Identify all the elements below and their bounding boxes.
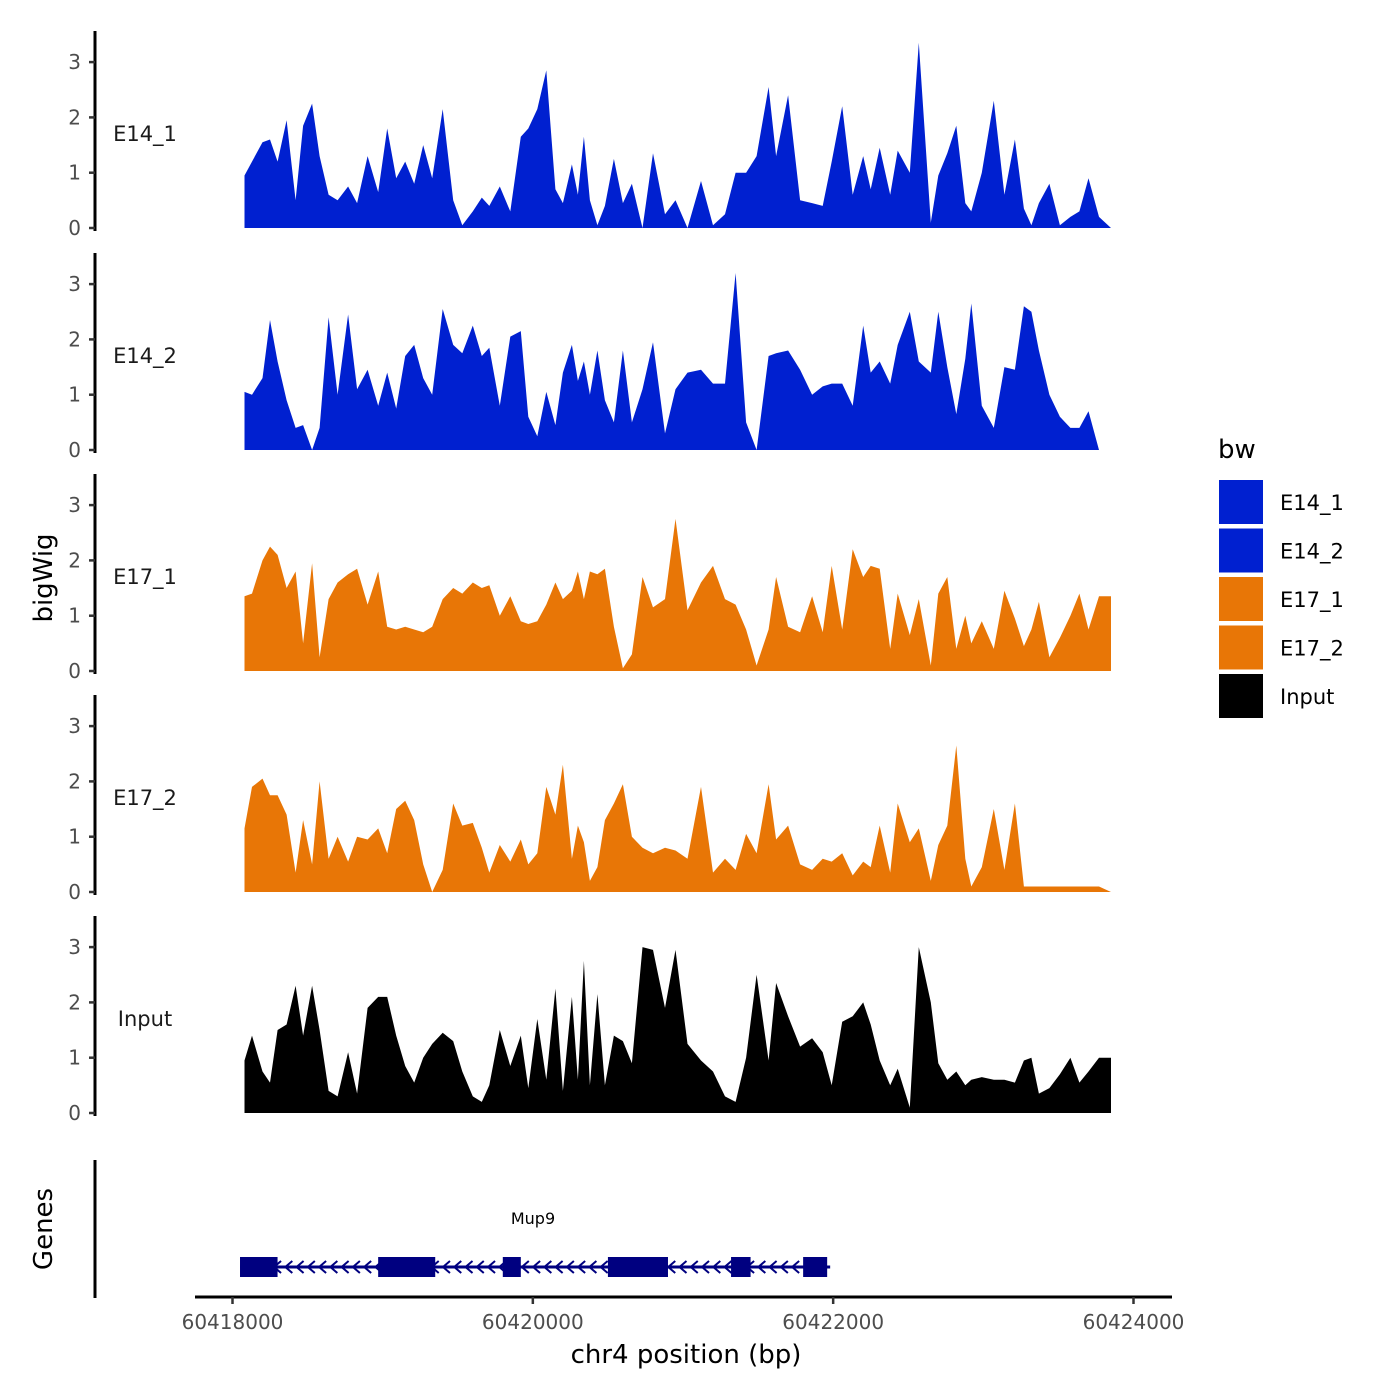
legend-item-e17-1: E17_1 bbox=[1219, 577, 1344, 621]
strand-arrow bbox=[475, 1260, 485, 1274]
y-tick-label: 3 bbox=[68, 935, 81, 959]
gene-exon bbox=[502, 1257, 521, 1277]
strand-arrow bbox=[700, 1260, 710, 1274]
legend-label: E14_1 bbox=[1280, 491, 1344, 516]
y-tick-label: 2 bbox=[68, 105, 81, 129]
strand-arrow bbox=[340, 1260, 350, 1274]
legend-swatch bbox=[1219, 528, 1263, 573]
y-tick-label: 1 bbox=[68, 1046, 81, 1070]
track-label: E14_1 bbox=[113, 122, 177, 147]
strand-arrow bbox=[599, 1260, 609, 1274]
series-area-e14-1 bbox=[244, 42, 1111, 229]
x-tick-label: 60422000 bbox=[782, 1310, 884, 1334]
track-label: E14_2 bbox=[113, 344, 177, 369]
gene-exon bbox=[378, 1257, 436, 1277]
strand-arrow bbox=[677, 1260, 688, 1274]
series-area-input bbox=[244, 947, 1111, 1113]
legend-label: E17_1 bbox=[1280, 588, 1344, 613]
x-tick-label: 60420000 bbox=[482, 1310, 584, 1334]
strand-arrow bbox=[520, 1260, 530, 1274]
strand-arrow bbox=[565, 1260, 575, 1274]
x-axis-title: chr4 position (bp) bbox=[571, 1340, 802, 1370]
series-area-e17-1 bbox=[244, 518, 1111, 671]
strand-arrow bbox=[768, 1260, 778, 1274]
y-tick-label: 0 bbox=[68, 216, 81, 240]
strand-arrow bbox=[306, 1260, 316, 1274]
strand-arrow bbox=[317, 1260, 327, 1274]
strand-arrow bbox=[587, 1260, 598, 1274]
y-tick-label: 1 bbox=[68, 383, 81, 407]
track-e17-1: 0 1 2 3 E17_1 bbox=[68, 474, 1111, 683]
gene-exon bbox=[731, 1257, 751, 1277]
legend-swatch bbox=[1219, 674, 1263, 718]
strand-arrow bbox=[554, 1260, 564, 1274]
series-area-e14-2 bbox=[244, 273, 1111, 450]
y-tick-label: 0 bbox=[68, 1101, 81, 1125]
legend-item-e17-2: E17_2 bbox=[1219, 625, 1344, 670]
strand-arrow bbox=[542, 1260, 552, 1274]
legend-swatch bbox=[1219, 625, 1263, 670]
y-axis-title: bigWig bbox=[29, 533, 59, 622]
strand-arrow bbox=[441, 1260, 451, 1274]
strand-arrow bbox=[531, 1260, 541, 1274]
legend-label: E17_2 bbox=[1280, 637, 1344, 662]
track-input: 0 1 2 3 Input bbox=[68, 916, 1111, 1125]
strand-arrow bbox=[711, 1260, 721, 1274]
strand-arrow bbox=[666, 1260, 676, 1274]
series-area-e17-2 bbox=[244, 745, 1111, 892]
y-tick-label: 0 bbox=[68, 659, 81, 683]
y-tick-label: 2 bbox=[68, 548, 81, 572]
track-e17-2: 0 1 2 3 E17_2 bbox=[68, 695, 1111, 904]
strand-arrow bbox=[756, 1260, 766, 1274]
strand-arrow bbox=[689, 1260, 699, 1274]
y-tick-label: 3 bbox=[68, 50, 81, 74]
y-tick-label: 3 bbox=[68, 272, 81, 296]
strand-arrow bbox=[790, 1260, 800, 1274]
legend-label: E14_2 bbox=[1280, 540, 1344, 565]
track-label: Input bbox=[118, 1007, 172, 1031]
strand-arrow bbox=[576, 1260, 586, 1274]
strand-arrow bbox=[779, 1260, 789, 1274]
y-tick-label: 2 bbox=[68, 990, 81, 1014]
gene-exon bbox=[240, 1257, 278, 1277]
strand-arrow bbox=[486, 1260, 496, 1274]
strand-arrow bbox=[283, 1260, 293, 1274]
legend-item-e14-2: E14_2 bbox=[1219, 528, 1344, 573]
strand-arrow bbox=[351, 1260, 361, 1274]
genes-track-title: Genes bbox=[29, 1188, 59, 1270]
gene-exon bbox=[803, 1257, 828, 1277]
y-tick-label: 2 bbox=[68, 327, 81, 351]
y-tick-label: 3 bbox=[68, 493, 81, 517]
y-tick-label: 0 bbox=[68, 880, 81, 904]
legend-title: bw bbox=[1218, 435, 1256, 465]
y-tick-label: 1 bbox=[68, 604, 81, 628]
y-tick-label: 1 bbox=[68, 825, 81, 849]
x-tick-label: 60418000 bbox=[182, 1310, 284, 1334]
legend-item-e14-1: E14_1 bbox=[1219, 480, 1344, 524]
track-e14-1: 0 1 2 3 E14_1 bbox=[68, 31, 1111, 240]
legend-swatch bbox=[1219, 577, 1263, 621]
gene-exon bbox=[607, 1257, 668, 1277]
strand-arrow bbox=[328, 1260, 339, 1274]
track-e14-2: 0 1 2 3 E14_2 bbox=[68, 253, 1111, 462]
y-tick-label: 3 bbox=[68, 714, 81, 738]
track-label: E17_2 bbox=[113, 786, 177, 811]
strand-arrow bbox=[723, 1260, 733, 1274]
x-tick-label: 60424000 bbox=[1083, 1310, 1185, 1334]
track-label: E17_1 bbox=[113, 565, 177, 590]
strand-arrow bbox=[463, 1260, 474, 1274]
legend-label: Input bbox=[1280, 685, 1334, 709]
y-tick-label: 2 bbox=[68, 769, 81, 793]
strand-arrow bbox=[295, 1260, 305, 1274]
strand-arrow bbox=[362, 1260, 372, 1274]
strand-arrow bbox=[452, 1260, 462, 1274]
legend-item-input: Input bbox=[1219, 674, 1334, 718]
gene-label-mup9: Mup9 bbox=[511, 1209, 555, 1228]
y-tick-label: 1 bbox=[68, 161, 81, 185]
y-tick-label: 0 bbox=[68, 438, 81, 462]
legend-swatch bbox=[1219, 480, 1263, 524]
